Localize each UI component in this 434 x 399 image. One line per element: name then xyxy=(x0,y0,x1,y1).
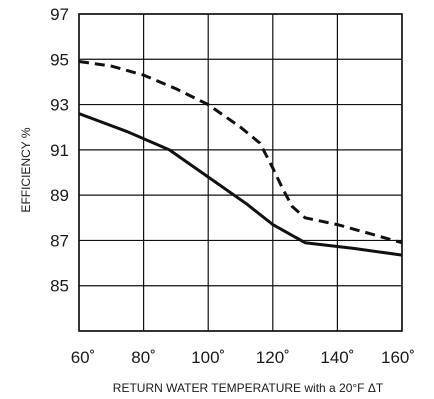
y-tick-labels: 85 87 89 91 93 95 97 xyxy=(50,5,69,296)
x-tick-labels: 60˚ 80˚ 100˚ 120˚ 140˚ 160˚ xyxy=(71,348,415,367)
x-tick-label: 100˚ xyxy=(191,348,225,367)
y-tick-label: 95 xyxy=(50,50,69,69)
y-tick-label: 91 xyxy=(50,141,69,160)
plot-frame xyxy=(78,13,403,332)
y-tick-label: 97 xyxy=(50,5,69,24)
y-tick-label: 85 xyxy=(50,277,69,296)
series-line-solid xyxy=(78,112,403,257)
x-axis-label: RETURN WATER TEMPERATURE with a 20°F ΔT xyxy=(113,381,384,395)
x-tick-label: 60˚ xyxy=(71,348,96,367)
y-axis-label: EFFICIENCY % xyxy=(19,127,33,212)
x-tick-label: 120˚ xyxy=(256,348,290,367)
y-tick-label: 93 xyxy=(50,96,69,115)
x-tick-label: 140˚ xyxy=(320,348,354,367)
y-tick-label: 89 xyxy=(50,186,69,205)
grid xyxy=(78,13,403,332)
series-group xyxy=(78,60,403,257)
x-tick-label: 160˚ xyxy=(381,348,415,367)
series-line-dashed xyxy=(78,60,403,245)
y-tick-label: 87 xyxy=(50,231,69,250)
x-tick-label: 80˚ xyxy=(131,348,156,367)
